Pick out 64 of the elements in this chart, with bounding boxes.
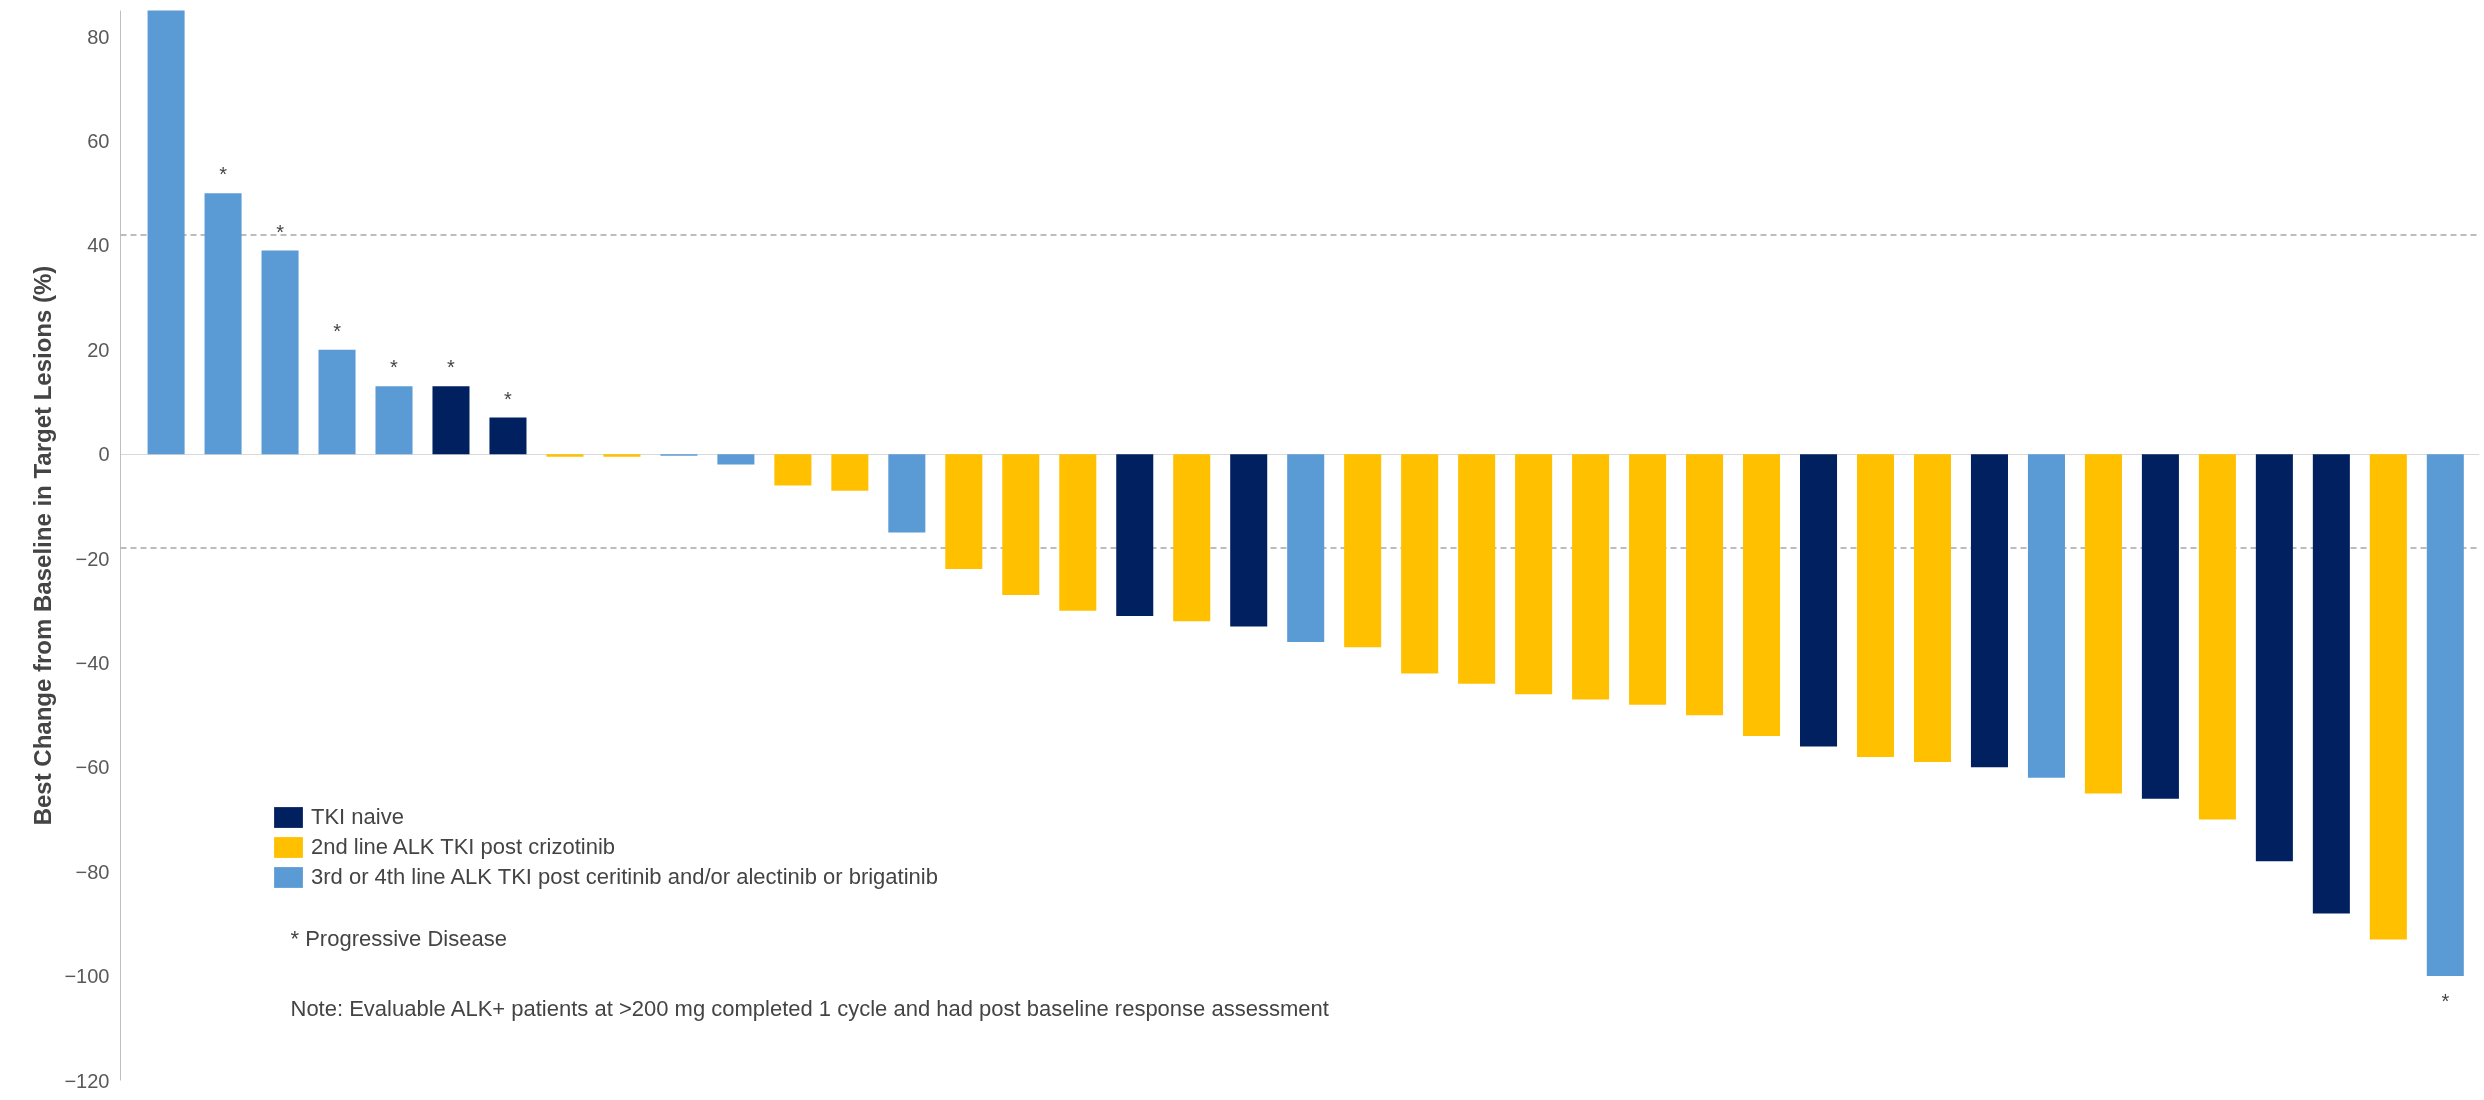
bar — [888, 454, 926, 533]
y-tick-label: −20 — [75, 547, 110, 570]
bar — [318, 349, 356, 455]
text: * — [276, 220, 284, 243]
bar — [2141, 454, 2179, 799]
bar — [1572, 454, 1610, 700]
annotation: Note: Evaluable ALK+ patients at >200 mg completed 1 cycle and had post baseline response assessment — [290, 995, 1329, 1021]
bar — [1686, 454, 1724, 716]
bar — [717, 454, 755, 465]
bar — [147, 10, 185, 455]
bar — [432, 386, 470, 455]
bar — [1800, 454, 1838, 747]
y-tick-label: 60 — [87, 129, 110, 152]
bar — [831, 454, 869, 491]
bar — [2369, 454, 2407, 940]
bar — [1856, 454, 1895, 757]
text: * — [390, 356, 398, 379]
y-tick-label: −80 — [75, 860, 110, 883]
bar — [1059, 454, 1097, 611]
bar — [1515, 454, 1553, 695]
bar — [1743, 454, 1781, 737]
bar — [603, 454, 641, 457]
annotation: * Progressive Disease — [290, 925, 507, 951]
text: * — [504, 387, 512, 410]
bar — [1970, 454, 2008, 768]
bar — [546, 454, 584, 457]
y-tick-label: 0 — [98, 443, 110, 466]
bar — [1629, 454, 1667, 705]
text: * — [447, 356, 455, 379]
bar — [2084, 454, 2122, 794]
bar — [261, 250, 299, 455]
bar — [1287, 454, 1325, 643]
y-tick-label: 40 — [87, 234, 110, 257]
y-tick-label: −100 — [64, 965, 110, 988]
bar — [375, 386, 413, 455]
bar — [1230, 454, 1268, 627]
y-tick-label: 80 — [87, 25, 110, 48]
bar — [2255, 454, 2293, 862]
y-tick-label: −40 — [75, 651, 110, 674]
y-tick-label: −60 — [75, 756, 110, 779]
y-tick-label: −120 — [64, 1069, 110, 1092]
legend-label: 2nd line ALK TKI post crizotinib — [311, 834, 616, 860]
text: * — [219, 163, 227, 186]
legend-label: 3rd or 4th line ALK TKI post ceritinib and/or alectinib or brigatinib — [311, 864, 938, 890]
bar — [489, 417, 527, 455]
text: * — [333, 319, 341, 342]
bar — [2027, 454, 2065, 778]
bar — [1913, 454, 1951, 763]
bar — [2426, 454, 2464, 977]
bar — [1173, 454, 1211, 622]
bar — [774, 454, 812, 486]
bar — [1116, 454, 1154, 616]
bar — [945, 454, 983, 569]
y-tick-label: 20 — [87, 338, 110, 361]
y-axis-title: Best Change from Baseline in Target Lesions (%) — [29, 265, 57, 826]
bar — [1458, 454, 1496, 684]
legend-label: TKI naive — [311, 804, 404, 830]
bar — [2312, 454, 2350, 914]
bar — [1344, 454, 1382, 648]
bar — [1002, 454, 1040, 596]
bar — [2198, 454, 2236, 820]
bar — [204, 193, 242, 455]
text: * — [2441, 990, 2450, 1013]
bar — [1401, 454, 1439, 674]
